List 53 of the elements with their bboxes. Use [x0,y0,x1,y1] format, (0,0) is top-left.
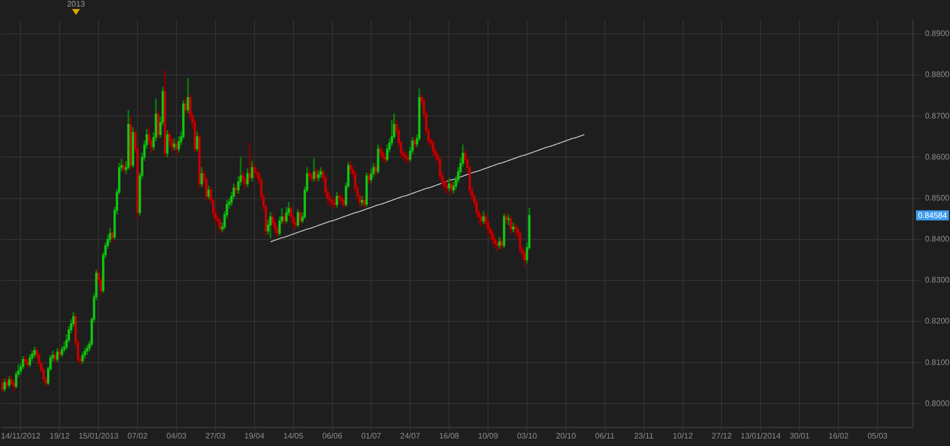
x-tick-label: 19/12 [50,432,70,441]
y-tick-label: 0.8800 [925,70,950,80]
candlestick [24,354,26,365]
candlestick [4,378,6,392]
candlestick [299,210,302,225]
candlestick [200,167,203,188]
y-tick-label: 0.8600 [925,152,950,162]
candlestick [122,162,125,174]
x-tick-label: 06/06 [322,432,343,441]
candlestick [248,142,251,182]
candlestick [173,138,176,150]
y-tick-label: 0.8900 [925,29,950,38]
candlestick [8,376,10,388]
x-tick-label: 16/08 [439,432,460,441]
candlestick [374,164,377,176]
y-tick-label: 0.8300 [925,276,950,285]
x-tick-label: 07/02 [128,432,148,441]
x-tick-label: 27/03 [205,432,226,441]
x-tick-label: 05/03 [867,432,888,441]
x-tick-label: 10/09 [478,432,499,441]
candlestick [315,168,318,182]
x-tick-label: 14/05 [283,432,304,441]
candlestick [331,196,334,208]
x-tick-label: 23/11 [634,432,654,441]
candlestick [524,250,526,268]
candlestick [496,240,498,252]
y-tick-label: 0.8400 [925,234,950,244]
x-tick-label: 20/10 [556,432,576,441]
x-tick-label: 01/07 [361,432,382,441]
candlestick [414,137,416,148]
x-tick-label: 16/02 [828,432,850,441]
x-tick-label: 13/01/2014 [740,432,782,441]
x-tick-label: 30/01 [790,432,810,441]
x-tick-label: 27/12 [712,432,732,441]
x-tick-label: 04/03 [166,432,188,441]
x-tick-label: 19/04 [244,432,265,441]
candlestick [512,222,514,232]
x-tick-label: 15/01/2013 [78,432,120,441]
x-tick-label: 14/11/2012 [0,432,41,441]
y-tick-label: 0.8200 [925,316,950,326]
x-tick-label: 06/11 [595,432,616,441]
candlestick [500,238,503,250]
x-tick-label: 10/12 [672,432,694,441]
y-tick-label: 0.8100 [925,358,950,367]
x-tick-label: 03/10 [516,432,538,441]
y-tick-label: 0.8000 [925,398,950,408]
y-tick-label: 0.8500 [925,193,950,202]
candlestick [342,197,345,209]
y-tick-label: 0.8700 [925,111,950,120]
text: 2013 [67,0,86,9]
text: 0.84584 [918,211,948,220]
x-tick-label: 24/07 [400,432,421,441]
candlestick [446,182,448,194]
